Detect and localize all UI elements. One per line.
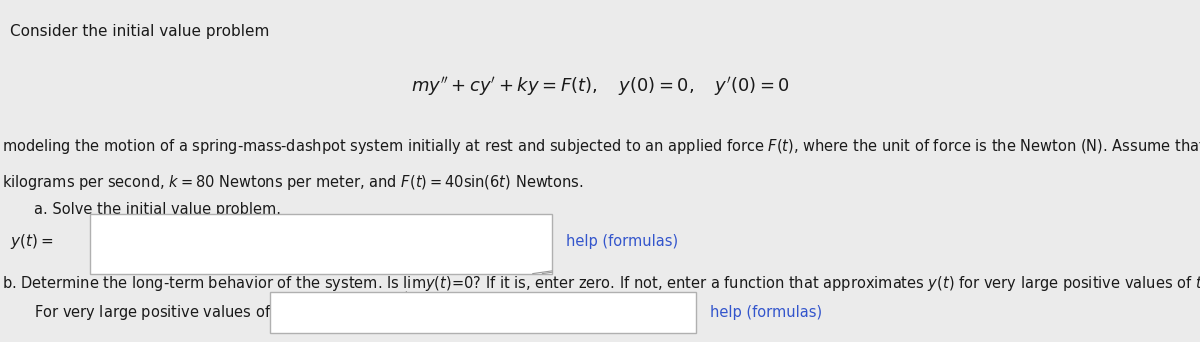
Text: modeling the motion of a spring-mass-dashpot system initially at rest and subjec: modeling the motion of a spring-mass-das…	[2, 137, 1200, 156]
Text: For very large positive values of $t$, $y(t) \approx$: For very large positive values of $t$, $…	[34, 303, 330, 323]
Text: a. Solve the initial value problem.: a. Solve the initial value problem.	[34, 202, 281, 217]
Text: $my'' + cy' + ky = F(t), \quad y(0) = 0, \quad y'(0) = 0$: $my'' + cy' + ky = F(t), \quad y(0) = 0,…	[410, 75, 790, 98]
Text: $y(t) =$: $y(t) =$	[10, 232, 53, 251]
FancyBboxPatch shape	[90, 214, 552, 274]
Text: kilograms per second, $k = 80$ Newtons per meter, and $F(t) = 40\sin(6t)$ Newton: kilograms per second, $k = 80$ Newtons p…	[2, 173, 584, 192]
Text: help (formulas): help (formulas)	[710, 305, 822, 320]
Text: b. Determine the long-term behavior of the system. Is $\lim_{t\to\infty} y(t) = : b. Determine the long-term behavior of t…	[2, 275, 1200, 302]
Text: Consider the initial value problem: Consider the initial value problem	[10, 24, 269, 39]
Text: help (formulas): help (formulas)	[566, 234, 678, 249]
FancyBboxPatch shape	[270, 292, 696, 333]
